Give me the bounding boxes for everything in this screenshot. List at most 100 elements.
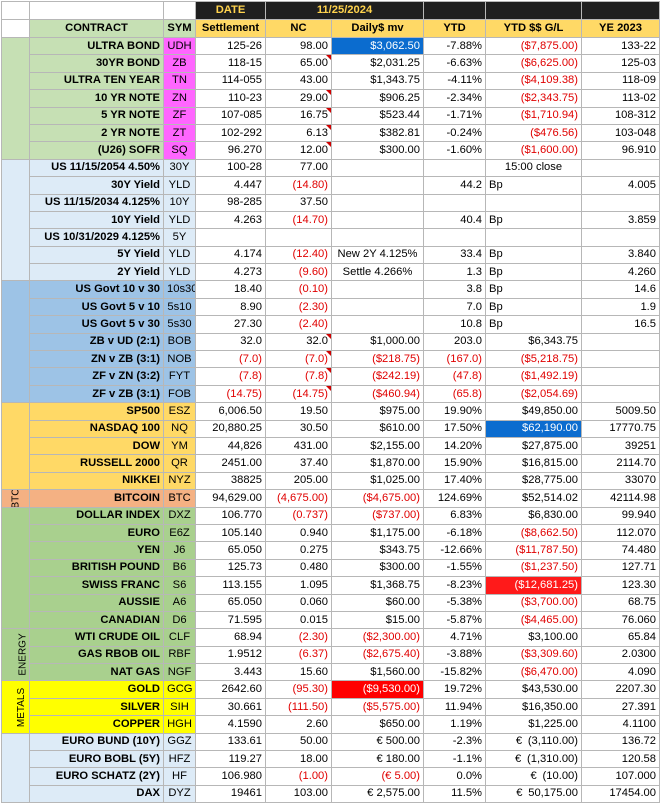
daily-mv-value: ($4,675.00) <box>331 489 424 508</box>
ytd-value: 0.0% <box>423 767 486 786</box>
contract-name: EURO SCHATZ (2Y) <box>29 767 164 786</box>
ytd-value: -3.88% <box>423 645 486 665</box>
daily-mv-value: $1,175.00 <box>331 523 424 543</box>
ytd-value: -6.18% <box>423 523 486 543</box>
ytd-gl-value: ($1,600.00) <box>485 141 582 160</box>
ye-2023-value: 127.71 <box>581 558 660 578</box>
contract-name: EURO <box>29 523 164 543</box>
net-change-value: 30.50 <box>265 419 332 438</box>
net-change-value: (12.40) <box>265 245 332 265</box>
ytd-gl-value: $62,190.00 <box>485 419 582 438</box>
ytd-value: (167.0) <box>423 350 486 369</box>
settlement-value: 113.155 <box>195 576 266 595</box>
col-header-contract[interactable]: CONTRACT <box>29 19 164 38</box>
table-row: GAS RBOB OIL RBF 1.9512 (6.37) ($2,675.40) -3… <box>2 645 660 665</box>
symbol: D6 <box>163 610 196 630</box>
table-row: DOW YM 44,826 431.00 $2,155.00 14.20% $27,875.… <box>2 436 660 456</box>
col-header-ye-2023[interactable]: YE 2023 <box>581 19 660 38</box>
contract-name: 5Y Yield <box>29 245 164 265</box>
ytd-value: -1.60% <box>423 141 486 160</box>
table-row: YIELD CURVESUS Govt 10 v 3010s3018.40(0.… <box>1 280 660 404</box>
daily-mv-value: € 2,575.00 <box>331 784 424 803</box>
contract-name: 30YR BOND <box>29 54 164 73</box>
ytd-gl-value: Bp <box>485 176 582 195</box>
table-row: SWISS FRANC S6 113.155 1.095 $1,368.75 -8.23%… <box>2 576 660 595</box>
ytd-gl-value: $28,775.00 <box>485 471 582 491</box>
col-header-ytd-gl[interactable]: YTD $$ G/L <box>485 19 582 38</box>
ytd-value <box>423 228 486 247</box>
table-row: US Govt 5 v 30 5s30 27.30 (2.40) 10.8 Bp 16.5 <box>2 315 660 334</box>
table-row: NAT GAS NGF 3.443 15.60 $1,560.00 -15.82% ($6,… <box>2 663 660 682</box>
col-header-daily-mv[interactable]: Daily$ mv <box>331 19 424 38</box>
settlement-value: 133.61 <box>195 732 266 752</box>
contract-name: US Govt 5 v 10 <box>29 297 164 317</box>
contract-name: NAT GAS <box>29 663 164 682</box>
ye-2023-value: 17454.00 <box>581 784 660 803</box>
settlement-value: 96.270 <box>195 141 266 160</box>
col-header-nc[interactable]: NC <box>265 19 332 38</box>
net-change-value: 16.75 <box>265 106 332 125</box>
ytd-value: -1.1% <box>423 750 486 769</box>
symbol: FOB <box>163 384 196 404</box>
ye-2023-value: 4.260 <box>581 263 660 282</box>
col-header-ytd[interactable]: YTD <box>423 19 486 38</box>
daily-mv-value <box>331 297 424 317</box>
settlement-value: 2642.60 <box>195 680 266 699</box>
daily-mv-value: $60.00 <box>331 593 424 612</box>
settlement-value: 105.140 <box>195 523 266 543</box>
settlement-value: 18.40 <box>195 280 266 299</box>
symbol: YLD <box>163 210 196 230</box>
ytd-gl-value: $52,514.02 <box>485 489 582 508</box>
ytd-gl-amount: (3,110.00) <box>527 735 578 748</box>
daily-mv-value: $1,025.00 <box>331 471 424 491</box>
net-change-value: (2.30) <box>265 297 332 317</box>
net-change-value: (1.00) <box>265 767 332 786</box>
ytd-value: -8.23% <box>423 576 486 595</box>
ye-2023-value: 2207.30 <box>581 680 660 699</box>
symbol: DXZ <box>163 506 196 525</box>
blank-cell <box>163 1 196 20</box>
ytd-value: (65.8) <box>423 384 486 404</box>
table-row: (U26) SOFR SQ 96.270 12.00 $300.00 -1.60% ($1,… <box>2 141 660 160</box>
daily-mv-value: ($218.75) <box>331 350 424 369</box>
settlement-value: 1.9512 <box>195 645 266 665</box>
symbol: TN <box>163 71 196 91</box>
symbol: NYZ <box>163 471 196 491</box>
contract-name: 2Y Yield <box>29 263 164 282</box>
col-header-sym[interactable]: SYM <box>163 19 196 38</box>
ytd-value: -6.63% <box>423 54 486 73</box>
ye-2023-value: 14.6 <box>581 280 660 299</box>
ytd-gl-value: Bp <box>485 245 582 265</box>
ye-2023-value: 16.5 <box>581 315 660 334</box>
ytd-value: 17.50% <box>423 419 486 438</box>
contract-name: 2 YR NOTE <box>29 123 164 143</box>
ytd-gl-value: ($11,787.50) <box>485 541 582 560</box>
ytd-gl-value: ($1,710.94) <box>485 106 582 125</box>
table-row: 10Y Yield YLD 4.263 (14.70) 40.4 Bp 3.859 <box>2 210 660 230</box>
ye-2023-value: 74.480 <box>581 541 660 560</box>
symbol: HFZ <box>163 750 196 769</box>
table-row: US 10/31/2029 4.125% 5Y <box>2 228 660 247</box>
symbol: SQ <box>163 141 196 160</box>
contract-name: US 10/31/2029 4.125% <box>29 228 164 247</box>
settlement-value: 27.30 <box>195 315 266 334</box>
euro-symbol: € <box>515 752 522 765</box>
net-change-value: 65.00 <box>265 54 332 73</box>
date-value: 11/25/2024 <box>265 1 424 20</box>
corner-cell <box>1 1 30 20</box>
ytd-value: 15.90% <box>423 454 486 473</box>
contract-name: SP500 <box>29 402 164 421</box>
settlement-value: 114-055 <box>195 71 266 91</box>
settlement-value <box>195 228 266 247</box>
table-row: EURO BOBL (5Y) HFZ 119.27 18.00 € 180.00 -1.1… <box>2 750 660 769</box>
ye-2023-value: 4.005 <box>581 176 660 195</box>
daily-mv-value: $1,368.75 <box>331 576 424 595</box>
col-header-settlement[interactable]: Settlement <box>195 19 266 38</box>
euro-symbol: € <box>530 770 537 783</box>
euro-symbol: € <box>515 735 523 748</box>
table-row: NASDAQ 100 NQ 20,880.25 30.50 $610.00 17.50% $… <box>2 419 660 438</box>
settlement-value: 19461 <box>195 784 266 803</box>
ytd-value: 1.19% <box>423 715 486 734</box>
settlement-value: 125-26 <box>195 36 266 56</box>
settlement-value: 4.263 <box>195 210 266 230</box>
